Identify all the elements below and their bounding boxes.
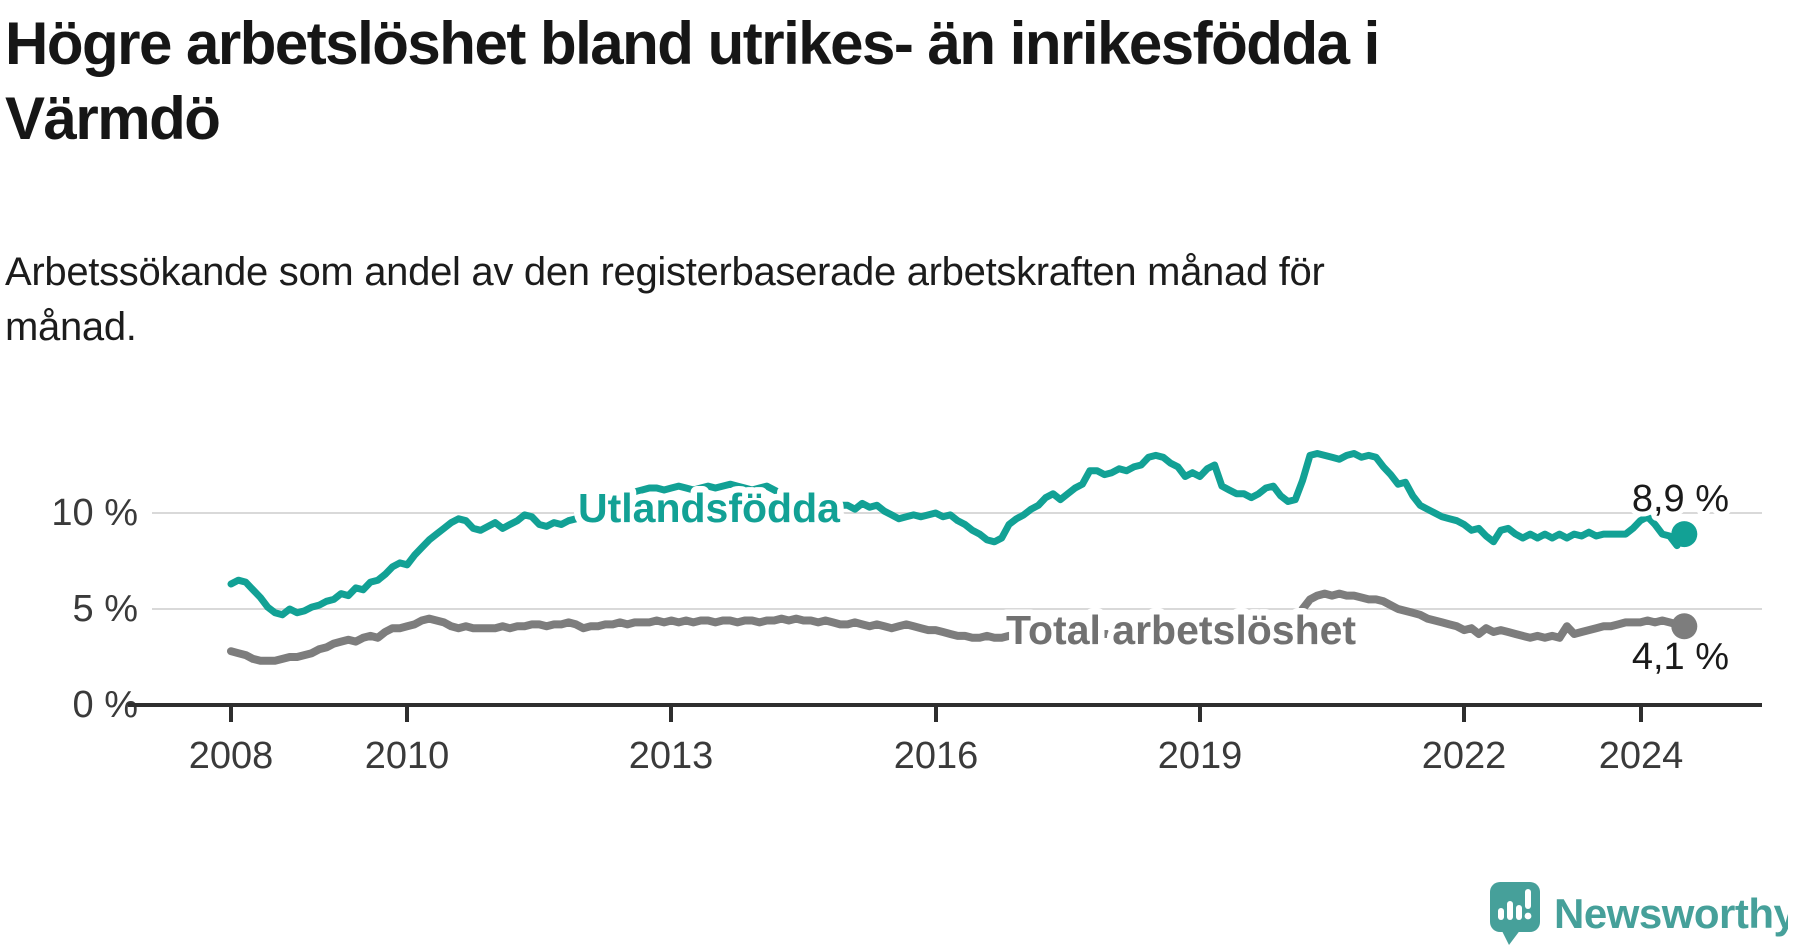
chart-subtitle: Arbetssökande som andel av den registerb… bbox=[5, 245, 1605, 355]
y-tick-label-10: 10 % bbox=[51, 492, 138, 534]
end-dot-total-arbetsloshet bbox=[1671, 613, 1698, 640]
x-tick-label-2010: 2010 bbox=[365, 735, 450, 777]
series-line-utlandsfodda bbox=[227, 450, 1688, 619]
end-value-label-total-arbetsloshet: 4,1 % bbox=[1632, 636, 1729, 678]
y-axis: 0 % 5 % 10 % bbox=[51, 492, 138, 726]
x-axis: 2008 2010 2013 2016 2019 2022 2024 bbox=[128, 703, 1762, 777]
x-tick-label-2024: 2024 bbox=[1599, 735, 1684, 777]
end-value-label-utlandsfodda: 8,9 % bbox=[1632, 478, 1729, 520]
title-line-1: Högre arbetslöshet bland utrikes- än inr… bbox=[5, 10, 1380, 77]
subtitle-line-1: Arbetssökande som andel av den registerb… bbox=[5, 250, 1325, 294]
newsworthy-logo-text: Newsworthy bbox=[1554, 890, 1788, 937]
subtitle-line-2: månad. bbox=[5, 305, 137, 349]
newsworthy-logo: Newsworthy bbox=[1490, 882, 1788, 945]
x-tick-label-2008: 2008 bbox=[189, 735, 274, 777]
page-title: Högre arbetslöshet bland utrikes- än inr… bbox=[5, 6, 1785, 156]
title-line-2: Värmdö bbox=[5, 85, 221, 152]
series-label-total-arbetsloshet: Total arbetslöshet bbox=[1006, 607, 1356, 653]
series-label-utlandsfodda: Utlandsfödda bbox=[578, 485, 841, 531]
y-tick-label-5: 5 % bbox=[73, 588, 138, 630]
gridlines bbox=[152, 512, 1762, 610]
x-tick-label-2022: 2022 bbox=[1422, 735, 1507, 777]
series-line-total-arbetsloshet bbox=[227, 589, 1689, 665]
x-tick-label-2019: 2019 bbox=[1158, 735, 1243, 777]
x-tick-label-2016: 2016 bbox=[894, 735, 979, 777]
newsworthy-logo-icon bbox=[1490, 882, 1540, 945]
x-tick-label-2013: 2013 bbox=[629, 735, 714, 777]
end-dot-utlandsfodda bbox=[1671, 521, 1698, 548]
y-tick-label-0: 0 % bbox=[73, 684, 138, 726]
